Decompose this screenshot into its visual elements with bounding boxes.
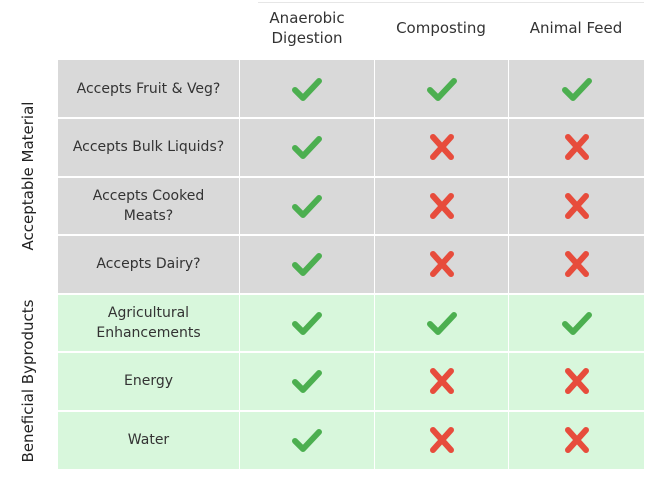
table-cell — [509, 352, 644, 410]
row-divider — [58, 117, 644, 119]
row-label: Accepts Fruit & Veg? — [76, 81, 221, 97]
column-divider — [239, 177, 240, 235]
column-divider — [374, 352, 375, 410]
cross-icon — [564, 368, 589, 394]
table-cell — [375, 60, 508, 118]
row-divider — [58, 351, 644, 353]
table-cell — [375, 294, 508, 352]
table-cell — [509, 411, 644, 469]
row-divider — [58, 410, 644, 412]
column-header-animal-feed: Animal Feed — [529, 19, 623, 37]
column-divider — [239, 118, 240, 176]
row-label: Energy — [123, 373, 173, 389]
table-row: Energy — [58, 352, 644, 410]
column-divider — [374, 118, 375, 176]
row-label: Accepts Bulk Liquids? — [72, 139, 225, 155]
group-label-acceptable-material-text: Acceptable Material — [19, 101, 37, 251]
header-rule — [258, 2, 644, 3]
table-row: Agricultural Enhancements — [58, 294, 644, 352]
column-divider — [508, 411, 509, 469]
cross-icon — [429, 134, 454, 160]
table-row: Accepts Cooked Meats? — [58, 177, 644, 235]
checkmark-icon — [292, 429, 322, 452]
column-divider — [508, 60, 509, 118]
table-cell — [240, 294, 374, 352]
checkmark-icon — [292, 312, 322, 335]
column-divider — [239, 411, 240, 469]
column-divider — [374, 411, 375, 469]
group-label-beneficial-byproducts-text: Beneficial Byproducts — [19, 299, 37, 463]
table-row: Water — [58, 411, 644, 469]
column-divider — [508, 235, 509, 293]
row-divider — [58, 234, 644, 236]
column-divider — [374, 294, 375, 352]
checkmark-icon — [561, 312, 592, 335]
cross-icon — [564, 251, 589, 277]
table-cell — [375, 177, 508, 235]
row-label: Accepts Dairy? — [96, 256, 201, 272]
column-divider — [508, 294, 509, 352]
checkmark-icon — [292, 78, 322, 101]
row-label: Agricultural Enhancements — [96, 305, 201, 341]
table-cell — [240, 411, 374, 469]
column-divider — [508, 352, 509, 410]
table-cell — [240, 118, 374, 176]
column-divider — [508, 177, 509, 235]
table-cell — [375, 411, 508, 469]
checkmark-icon — [426, 312, 457, 335]
column-divider — [374, 235, 375, 293]
row-divider — [58, 293, 644, 295]
cross-icon — [429, 251, 454, 277]
table-row: Accepts Fruit & Veg? — [58, 60, 644, 118]
column-divider — [508, 118, 509, 176]
table-cell — [240, 60, 374, 118]
cross-icon — [564, 134, 589, 160]
checkmark-icon — [292, 195, 322, 218]
cross-icon — [564, 427, 589, 453]
checkmark-icon — [292, 136, 322, 159]
cross-icon — [429, 368, 454, 394]
checkmark-icon — [292, 370, 322, 393]
table-cell — [375, 235, 508, 293]
cross-icon — [429, 193, 454, 219]
row-label: Water — [127, 432, 170, 448]
table-cell — [509, 177, 644, 235]
column-header-anaerobic-digestion: Anaerobic Digestion — [269, 9, 345, 47]
checkmark-icon — [292, 253, 322, 276]
cross-icon — [429, 427, 454, 453]
table-cell — [375, 352, 508, 410]
table-cell — [240, 177, 374, 235]
checkmark-icon — [561, 78, 592, 101]
table-cell — [240, 235, 374, 293]
row-label: Accepts Cooked Meats? — [92, 188, 205, 224]
column-divider — [239, 60, 240, 118]
row-divider — [58, 176, 644, 178]
column-divider — [374, 60, 375, 118]
column-divider — [239, 294, 240, 352]
table-cell — [509, 235, 644, 293]
table-cell — [509, 294, 644, 352]
column-header-composting: Composting — [396, 19, 486, 37]
table-cell — [240, 352, 374, 410]
column-divider — [239, 235, 240, 293]
cross-icon — [564, 193, 589, 219]
table-cell — [509, 60, 644, 118]
table-cell — [509, 118, 644, 176]
table-cell — [375, 118, 508, 176]
checkmark-icon — [426, 78, 457, 101]
column-divider — [239, 352, 240, 410]
column-divider — [374, 177, 375, 235]
table-row: Accepts Bulk Liquids? — [58, 118, 644, 176]
table-row: Accepts Dairy? — [58, 235, 644, 293]
